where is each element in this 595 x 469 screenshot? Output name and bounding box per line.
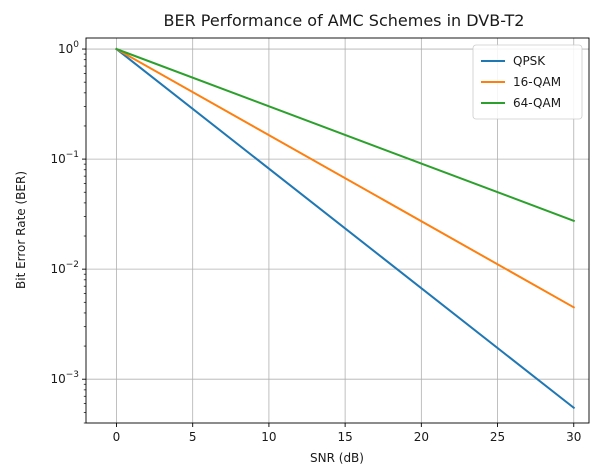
x-tick-label: 20 [414,430,429,444]
x-tick-label: 30 [566,430,581,444]
x-tick-label: 10 [261,430,276,444]
legend-label: 64-QAM [513,96,561,110]
y-axis-label: Bit Error Rate (BER) [14,171,28,289]
x-tick-label: 15 [337,430,352,444]
legend: QPSK 16-QAM 64-QAM [472,44,583,120]
legend-label: QPSK [513,54,546,68]
x-tick-label: 0 [113,430,121,444]
x-tick-label: 5 [189,430,197,444]
y-tick-label: 100 [58,40,79,56]
plot-frame [85,37,590,424]
series-line-qpsk [115,47,576,410]
series-line-16-qam [115,47,576,309]
plot-series [115,47,576,410]
y-tick-label: 10−2 [50,260,79,276]
x-axis-ticks: 0 5 10 15 20 25 30 [113,423,581,444]
x-axis-label: SNR (dB) [310,451,364,465]
y-axis-ticks: 10−3 10−2 10−1 100 [50,40,86,424]
legend-box [472,44,583,120]
x-tick-label: 25 [490,430,505,444]
legend-label: 16-QAM [513,75,561,89]
y-tick-label: 10−1 [50,150,79,166]
series-line-64-qam [115,47,576,223]
y-tick-label: 10−3 [50,370,79,386]
chart-title: BER Performance of AMC Schemes in DVB-T2 [164,11,525,30]
